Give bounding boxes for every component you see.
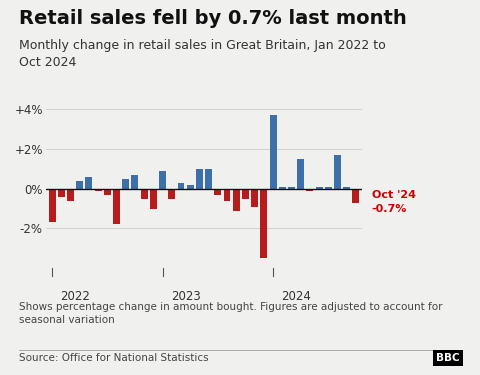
Bar <box>150 189 157 209</box>
Bar <box>168 189 175 199</box>
Bar <box>48 189 56 222</box>
Text: Oct '24: Oct '24 <box>372 190 416 200</box>
Bar <box>76 181 83 189</box>
Bar <box>187 185 193 189</box>
Text: BBC: BBC <box>436 353 460 363</box>
Bar <box>334 155 341 189</box>
Text: Shows percentage change in amount bought. Figures are adjusted to account for
se: Shows percentage change in amount bought… <box>19 302 443 325</box>
Bar <box>122 179 129 189</box>
Text: Monthly change in retail sales in Great Britain, Jan 2022 to
Oct 2024: Monthly change in retail sales in Great … <box>19 39 386 69</box>
Bar <box>233 189 240 211</box>
Bar <box>178 183 184 189</box>
Text: -0.7%: -0.7% <box>372 204 407 214</box>
Text: 2023: 2023 <box>171 290 201 303</box>
Bar <box>67 189 74 201</box>
Bar <box>159 171 166 189</box>
Bar <box>141 189 147 199</box>
Text: Source: Office for National Statistics: Source: Office for National Statistics <box>19 353 209 363</box>
Bar <box>215 189 221 195</box>
Bar <box>113 189 120 225</box>
Bar <box>297 159 304 189</box>
Bar <box>104 189 111 195</box>
Bar <box>261 189 267 258</box>
Bar <box>325 187 332 189</box>
Bar <box>224 189 230 201</box>
Bar <box>205 169 212 189</box>
Bar <box>279 187 286 189</box>
Bar <box>132 175 138 189</box>
Bar <box>85 177 92 189</box>
Text: Retail sales fell by 0.7% last month: Retail sales fell by 0.7% last month <box>19 9 407 28</box>
Bar <box>306 189 313 191</box>
Bar <box>352 189 360 202</box>
Bar <box>196 169 203 189</box>
Text: 2022: 2022 <box>60 290 90 303</box>
Bar <box>242 189 249 199</box>
Bar <box>316 187 323 189</box>
Bar <box>251 189 258 207</box>
Bar <box>288 187 295 189</box>
Bar <box>95 189 102 191</box>
Bar <box>58 189 65 197</box>
Text: 2024: 2024 <box>281 290 311 303</box>
Bar <box>270 116 276 189</box>
Bar <box>343 187 350 189</box>
